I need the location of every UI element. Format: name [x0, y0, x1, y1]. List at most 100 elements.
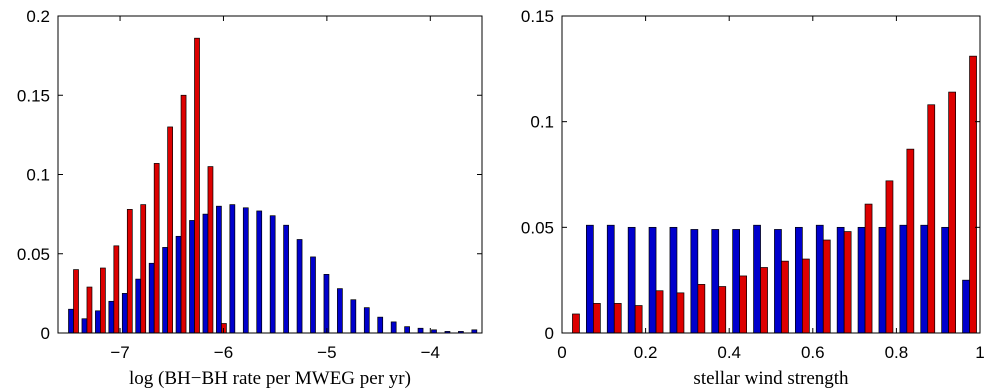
y-tick-label: 0.15	[17, 86, 50, 105]
red-bar	[718, 286, 727, 334]
red-bar	[822, 239, 831, 334]
red-bar	[843, 231, 852, 334]
red-bar	[592, 303, 601, 334]
red-bar	[655, 290, 664, 334]
y-tick-label: 0.1	[26, 166, 50, 185]
red-bar	[73, 269, 79, 334]
y-tick-label: 0.05	[17, 245, 50, 264]
blue-bar	[363, 307, 370, 334]
blue-bar	[175, 235, 182, 334]
red-bar	[126, 209, 133, 334]
red-bar	[86, 286, 93, 334]
blue-bar	[690, 229, 699, 334]
red-bar	[885, 180, 894, 334]
blue-bar	[229, 204, 236, 334]
x-tick-label: 1	[975, 343, 984, 362]
y-tick-label: 0	[545, 324, 554, 343]
blue-bar	[585, 224, 594, 334]
blue-bar	[941, 226, 950, 334]
x-tick-label: −6	[214, 343, 233, 362]
red-bar	[194, 37, 200, 334]
left-histogram-panel: 0 0.05 0.1 0.15 0.2 −7 −6 −5 −4 log (BH−BH rate p…	[17, 7, 483, 389]
blue-bar	[108, 300, 115, 334]
red-bar	[948, 91, 957, 334]
blue-bar	[794, 226, 803, 334]
red-bar	[781, 260, 789, 334]
blue-bar	[899, 224, 908, 334]
blue-bar	[669, 226, 678, 334]
red-bar	[697, 284, 706, 334]
blue-bar	[606, 224, 615, 334]
blue-bar	[162, 247, 168, 334]
red-bar	[207, 166, 214, 334]
blue-bar	[81, 318, 88, 334]
blue-bar	[323, 274, 330, 334]
y-tick-label: 0.05	[521, 218, 554, 237]
blue-bar	[216, 205, 222, 334]
plot-area	[562, 16, 980, 333]
blue-bar	[836, 226, 845, 334]
blue-bar	[390, 321, 397, 334]
red-bar	[140, 204, 147, 334]
blue-bar	[189, 220, 195, 334]
red-bar	[113, 245, 120, 334]
x-tick-label: −7	[110, 343, 129, 362]
blue-bar	[417, 327, 424, 334]
blue-bar	[404, 326, 410, 334]
red-bar	[927, 104, 936, 334]
blue-bar	[920, 224, 929, 334]
axes-box	[561, 15, 981, 334]
red-bar	[613, 303, 622, 334]
blue-bar	[337, 288, 343, 334]
blue-bar	[95, 310, 101, 334]
blue-bar	[774, 229, 782, 334]
blue-bar	[627, 226, 636, 334]
x-axis-label: log (BH−BH rate per MWEG per yr)	[129, 368, 411, 389]
red-bar	[634, 305, 643, 334]
blue-bar	[711, 229, 720, 334]
y-tick-label: 0.2	[26, 7, 50, 26]
red-bar	[864, 203, 873, 334]
blue-bar	[202, 213, 209, 334]
red-bar	[676, 292, 685, 334]
blue-bar	[815, 224, 824, 334]
red-bar	[572, 313, 580, 334]
x-tick-label: 0	[557, 343, 566, 362]
x-tick-label: −4	[421, 343, 440, 362]
y-tick-label: 0.1	[530, 113, 554, 132]
red-bar	[801, 258, 810, 334]
blue-bar	[350, 299, 357, 334]
red-bar	[739, 275, 748, 334]
red-bar	[906, 148, 915, 334]
blue-bar	[962, 279, 970, 334]
x-tick-label: 0.8	[885, 343, 909, 362]
blue-bar	[121, 293, 128, 334]
red-bar	[100, 267, 106, 334]
blue-bar	[269, 215, 276, 334]
blue-bar	[377, 316, 384, 334]
x-axis-label: stellar wind strength	[693, 368, 849, 389]
blue-bar	[732, 229, 741, 334]
blue-bar	[857, 226, 866, 334]
x-tick-label: 0.4	[717, 343, 741, 362]
y-tick-label: 0.15	[521, 7, 554, 26]
blue-bar	[283, 224, 289, 334]
right-histogram-panel: 0 0.05 0.1 0.15 0 0.2 0.4 0.6 0.8 1 stellar wind s…	[521, 7, 985, 389]
red-bar	[153, 163, 160, 334]
blue-bar	[648, 226, 657, 334]
red-bar	[969, 55, 977, 334]
red-bar	[760, 267, 768, 334]
blue-bar	[310, 256, 316, 334]
x-tick-label: −5	[317, 343, 336, 362]
y-tick-label: 0	[41, 324, 50, 343]
x-tick-label: 0.6	[801, 343, 825, 362]
red-bar	[167, 126, 173, 334]
blue-bar	[878, 226, 887, 334]
blue-bar	[148, 262, 155, 334]
blue-bar	[135, 278, 142, 334]
blue-bar	[256, 210, 263, 334]
blue-bar	[296, 239, 303, 334]
blue-bar	[753, 224, 761, 334]
blue-bar	[242, 207, 249, 334]
